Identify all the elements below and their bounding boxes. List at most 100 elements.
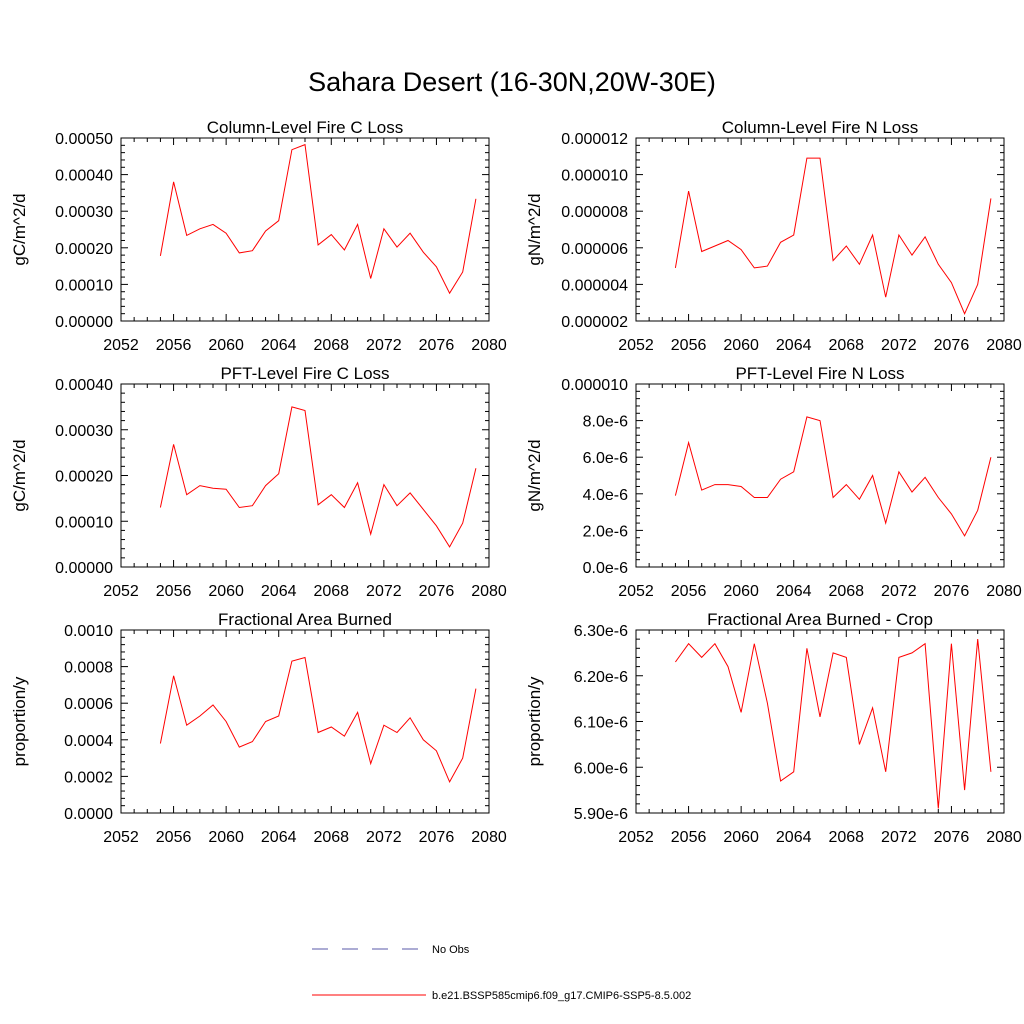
y-tick-label: 0.000010 (561, 168, 628, 185)
y-tick-label: 6.0e-6 (583, 450, 628, 467)
x-tick-label: 2056 (156, 337, 192, 354)
x-tick-label: 2068 (313, 829, 349, 846)
x-tick-label: 2080 (986, 337, 1022, 354)
x-tick-label: 2068 (828, 583, 864, 600)
y-tick-label: 0.000004 (561, 277, 628, 294)
panel-5: 2052 2056 2060 2064 2068 2072 2076 2080 5.90e-6 6… (525, 610, 1022, 846)
y-tick-label: 0.0006 (64, 696, 113, 713)
x-tick-label: 2052 (618, 337, 654, 354)
y-tick-label: 6.00e-6 (574, 760, 628, 777)
y-tick-label: 0.00000 (55, 560, 113, 577)
y-tick-label: 0.000002 (561, 314, 628, 331)
series-line (674, 639, 992, 809)
series-line (159, 143, 477, 295)
y-tick-label: 6.30e-6 (574, 623, 628, 640)
y-tick-label: 0.0004 (64, 733, 113, 750)
x-tick-label: 2064 (776, 829, 812, 846)
y-tick-label: 8.0e-6 (583, 414, 628, 431)
x-tick-label: 2072 (881, 829, 917, 846)
x-tick-label: 2072 (366, 583, 402, 600)
x-tick-label: 2060 (723, 337, 759, 354)
y-tick-label: 0.00030 (55, 423, 113, 440)
x-tick-label: 2068 (313, 337, 349, 354)
series-line (159, 656, 477, 784)
x-tick-label: 2064 (776, 583, 812, 600)
x-tick-label: 2072 (366, 337, 402, 354)
x-tick-label: 2056 (671, 583, 707, 600)
x-tick-label: 2060 (208, 337, 244, 354)
panel-title: Fractional Area Burned - Crop (707, 610, 933, 629)
y-tick-label: 6.10e-6 (574, 715, 628, 732)
y-tick-label: 0.0e-6 (583, 560, 628, 577)
x-tick-label: 2056 (156, 583, 192, 600)
y-tick-label: 0.00050 (55, 131, 113, 148)
y-axis-label: proportion/y (525, 676, 544, 766)
y-axis-label: gC/m^2/d (10, 193, 29, 265)
y-tick-label: 0.00040 (55, 377, 113, 394)
x-tick-label: 2076 (934, 337, 970, 354)
plot-frame (635, 383, 1005, 568)
y-tick-label: 2.0e-6 (583, 523, 628, 540)
x-tick-label: 2064 (261, 583, 297, 600)
panel-2: 2052 2056 2060 2064 2068 2072 2076 2080 0.00000 0… (10, 364, 507, 600)
y-axis-label: gN/m^2/d (525, 439, 544, 511)
x-tick-label: 2080 (471, 583, 507, 600)
plot-frame (120, 137, 490, 322)
x-tick-label: 2060 (208, 583, 244, 600)
y-tick-label: 0.0008 (64, 660, 113, 677)
y-tick-label: 0.00020 (55, 469, 113, 486)
legend-label-model: b.e21.BSSP585cmip6.f09_g17.CMIP6-SSP5-8.… (432, 990, 691, 1002)
x-tick-label: 2056 (671, 829, 707, 846)
x-tick-label: 2052 (618, 583, 654, 600)
x-tick-label: 2052 (103, 829, 139, 846)
x-tick-label: 2080 (986, 829, 1022, 846)
y-tick-label: 0.00040 (55, 168, 113, 185)
y-tick-label: 0.00010 (55, 514, 113, 531)
y-tick-label: 0.00020 (55, 241, 113, 258)
x-tick-label: 2056 (671, 337, 707, 354)
plot-frame (635, 137, 1005, 322)
y-axis-label: gC/m^2/d (10, 439, 29, 511)
y-axis-label: gN/m^2/d (525, 193, 544, 265)
panel-0: 2052 2056 2060 2064 2068 2072 2076 2080 0.00000 0… (10, 118, 507, 354)
x-tick-label: 2060 (723, 829, 759, 846)
x-tick-label: 2080 (471, 337, 507, 354)
x-tick-label: 2052 (103, 583, 139, 600)
panel-title: Fractional Area Burned (218, 610, 392, 629)
y-tick-label: 0.0002 (64, 769, 113, 786)
x-tick-label: 2076 (934, 829, 970, 846)
series-line (159, 406, 477, 548)
x-tick-label: 2076 (419, 583, 455, 600)
panel-title: PFT-Level Fire C Loss (220, 364, 389, 383)
x-tick-label: 2076 (419, 829, 455, 846)
series-line (674, 157, 992, 315)
panel-3: 2052 2056 2060 2064 2068 2072 2076 2080 0.0e-6 2.… (525, 364, 1022, 600)
x-tick-label: 2064 (261, 337, 297, 354)
x-tick-label: 2068 (828, 829, 864, 846)
y-tick-label: 0.000012 (561, 131, 628, 148)
x-tick-label: 2068 (828, 337, 864, 354)
x-tick-label: 2068 (313, 583, 349, 600)
legend-label-no-obs: No Obs (432, 944, 470, 956)
y-tick-label: 0.000010 (561, 377, 628, 394)
series-line (674, 416, 992, 537)
x-tick-label: 2052 (103, 337, 139, 354)
y-tick-label: 0.00000 (55, 314, 113, 331)
x-tick-label: 2072 (881, 583, 917, 600)
y-tick-label: 0.0000 (64, 806, 113, 823)
y-axis-label: proportion/y (10, 676, 29, 766)
figure-title: Sahara Desert (16-30N,20W-30E) (308, 67, 716, 97)
y-tick-label: 0.0010 (64, 623, 113, 640)
plot-frame (635, 629, 1005, 814)
panel-title: PFT-Level Fire N Loss (735, 364, 904, 383)
x-tick-label: 2076 (419, 337, 455, 354)
x-tick-label: 2064 (261, 829, 297, 846)
y-tick-label: 5.90e-6 (574, 806, 628, 823)
x-tick-label: 2056 (156, 829, 192, 846)
x-tick-label: 2080 (471, 829, 507, 846)
y-tick-label: 0.00030 (55, 204, 113, 221)
x-tick-label: 2052 (618, 829, 654, 846)
panel-1: 2052 2056 2060 2064 2068 2072 2076 2080 0.000002… (525, 118, 1022, 354)
panel-title: Column-Level Fire N Loss (722, 118, 919, 137)
